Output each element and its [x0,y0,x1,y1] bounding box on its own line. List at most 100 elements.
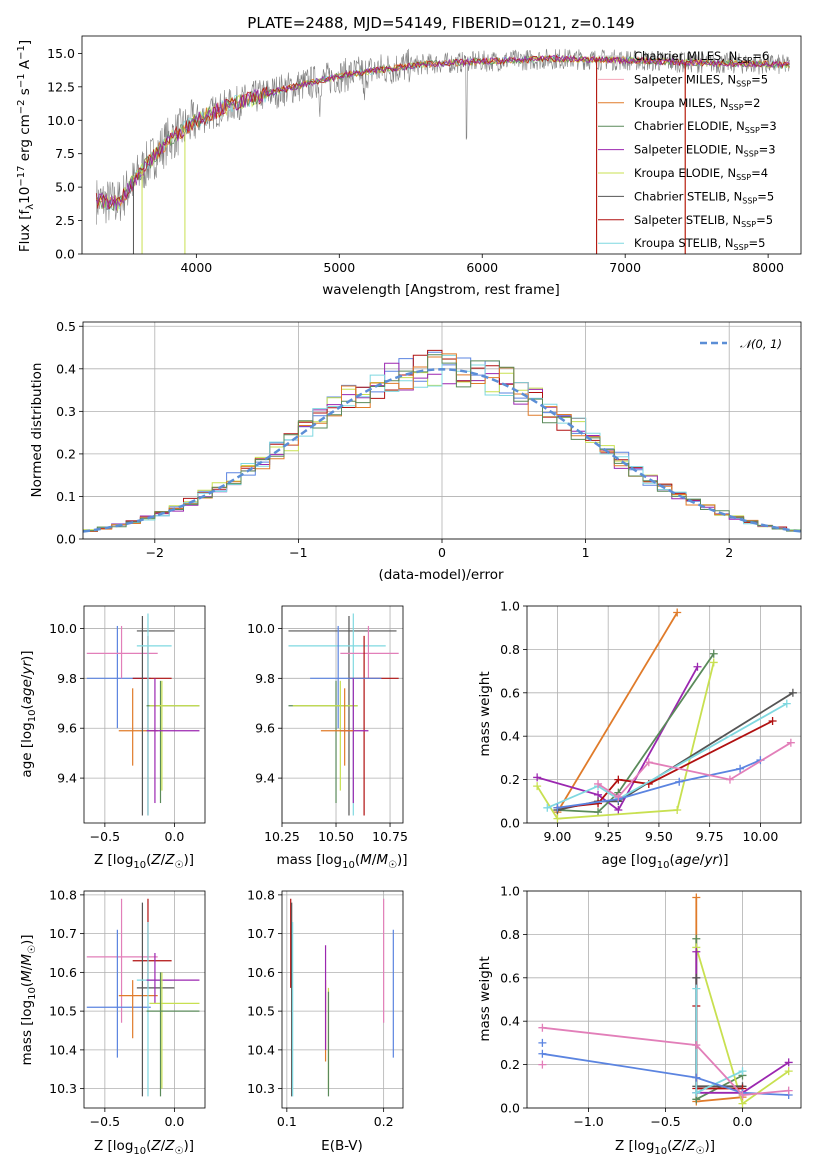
z-mass-xlabel: Z [log10(Z/Z☉)] [94,1138,194,1157]
z-age-xlabel: Z [log10(Z/Z☉)] [94,852,194,871]
point-marker-pink [738,1090,747,1099]
legend-subscript: SSP [742,196,757,205]
legend-tail: =6 [752,49,769,63]
point-marker-kroupa_stelib [692,1088,701,1097]
y-tick-label: 7.5 [55,146,75,161]
model-spectrum-salpeter_stelib [95,54,790,210]
x-tick-label: 5000 [323,260,355,275]
x-tick-label: 9.25 [594,829,622,844]
y-tick-label: 10.0 [47,113,75,128]
z-weight-ylabel: mass weight [477,956,493,1041]
legend-label: Chabrier STELIB, NSSP=5 [634,189,774,205]
point-marker-salpeter_stelib [768,717,777,726]
legend-subscript: SSP [741,220,756,229]
point-marker-salpeter_elodie [692,947,701,956]
x-tick-label: −0.5 [90,1114,120,1129]
y-tick-label: 0.2 [500,1057,520,1072]
point-marker-salpeter_stelib [594,799,603,808]
plot-area [533,608,797,823]
y-tick-label: 1.0 [500,884,520,899]
normal-curve [83,368,801,533]
plot-area [86,613,200,816]
y-tick-label: 10.6 [49,965,77,980]
y-tick-label: 10.7 [49,926,77,941]
y-tick-label: 0.6 [500,970,520,985]
point-marker-kroupa_elodie [709,658,718,667]
x-tick-label: 0.1 [277,1114,297,1129]
series-line-salpeter_stelib [557,720,774,809]
y-tick-label: 10.8 [49,887,77,902]
axes-frame [281,890,404,1109]
axes-frame [281,605,404,824]
series-line-salpeter_elodie [536,666,699,812]
point-marker-kroupa_elodie [553,814,562,823]
axes-frame [526,605,802,824]
legend-subscript: SSP [745,126,760,135]
residuals-panel: −2 −1 0 1 2 0.0 0.1 0.2 0.3 0.4 0.5 𝒩(0, 1) [56,319,802,560]
legend-label: Salpeter ELODIE, NSSP=3 [634,143,776,159]
age-weight-panel: 9.00 9.25 9.50 9.75 10.00 0.0 0.2 0.4 0.6 0.8 1.0 [500,599,802,844]
plot-area [86,898,200,1097]
series-line-chabrier_elodie [557,653,715,814]
y-tick-label: 12.5 [47,79,75,94]
x-tick-label: 0.0 [164,829,184,844]
y-tick-label: 0.4 [500,1014,520,1029]
point-marker-blue [538,1038,547,1047]
point-marker-chabrier_elodie [692,934,701,943]
y-tick-label: 0.0 [55,247,75,262]
y-tick-label: 10.6 [247,965,275,980]
point-marker-kroupa_elodie [673,805,682,814]
y-tick-label: 10.4 [247,1042,275,1057]
y-tick-label: 0.0 [56,532,76,547]
spectrum-xlabel: wavelength [Angstrom, rest frame] [322,282,560,298]
point-marker-salpeter_elodie [533,773,542,782]
point-marker-blue [553,803,562,812]
x-tick-label: 0.2 [374,1114,394,1129]
ebv-mass-xlabel: E(B-V) [321,1138,363,1154]
y-tick-label: 0.5 [56,319,76,334]
legend-tail: =5 [757,189,774,203]
point-marker-kroupa_stelib [543,803,552,812]
model-spectrum-chabrier_elodie [95,55,790,212]
x-tick-label: 4000 [180,260,212,275]
y-tick-label: 5.0 [55,180,75,195]
y-tick-label: 15.0 [47,46,75,61]
series-line-pink [597,741,792,799]
y-tick-label: 10.5 [49,1004,77,1019]
x-tick-label: 10.25 [264,829,300,844]
x-tick-label: 7000 [609,260,641,275]
legend-tail: =5 [749,236,766,250]
series-line-kroupa_elodie [536,662,715,820]
point-marker-kroupa_stelib [782,699,791,708]
legend-tail: =3 [759,143,776,157]
point-marker-chabrier_elodie [594,808,603,817]
legend-label: 𝒩(0, 1) [740,337,782,351]
model-spectrum-salpeter_elodie [95,54,790,211]
x-tick-label: 8000 [752,260,784,275]
y-tick-label: 10.7 [247,926,275,941]
point-marker-pink [692,1041,701,1050]
y-tick-label: 0.8 [500,642,520,657]
y-tick-label: 10.8 [247,887,275,902]
plot-area [95,48,790,254]
point-marker-blue [692,1073,701,1082]
point-marker-salpeter_elodie [784,1058,793,1067]
legend-tail: =5 [751,72,768,86]
x-tick-label: 10.50 [318,829,354,844]
y-tick-label: 9.8 [57,671,77,686]
point-marker-pink [594,779,603,788]
spectrum-panel: 4000 5000 6000 7000 8000 0.0 2.5 5.0 7.5 10.0 12.5… [47,35,802,275]
legend-subscript: SSP [736,79,751,88]
legend-label: Salpeter STELIB, NSSP=5 [634,213,773,229]
point-marker-kroupa_miles [692,893,701,902]
y-tick-label: 0.8 [500,927,520,942]
point-marker-salpeter_elodie [693,662,702,671]
series-line-salpeter_stelib [695,1006,743,1090]
y-tick-label: 0.0 [500,816,520,831]
chart-title: PLATE=2488, MJD=54149, FIBERID=0121, z=0… [247,14,634,32]
x-tick-label: 9.00 [544,829,572,844]
plot-area [290,898,394,1097]
point-marker-blue [736,764,745,773]
z-mass-ylabel: mass [log10(M/M☉)] [19,934,38,1065]
